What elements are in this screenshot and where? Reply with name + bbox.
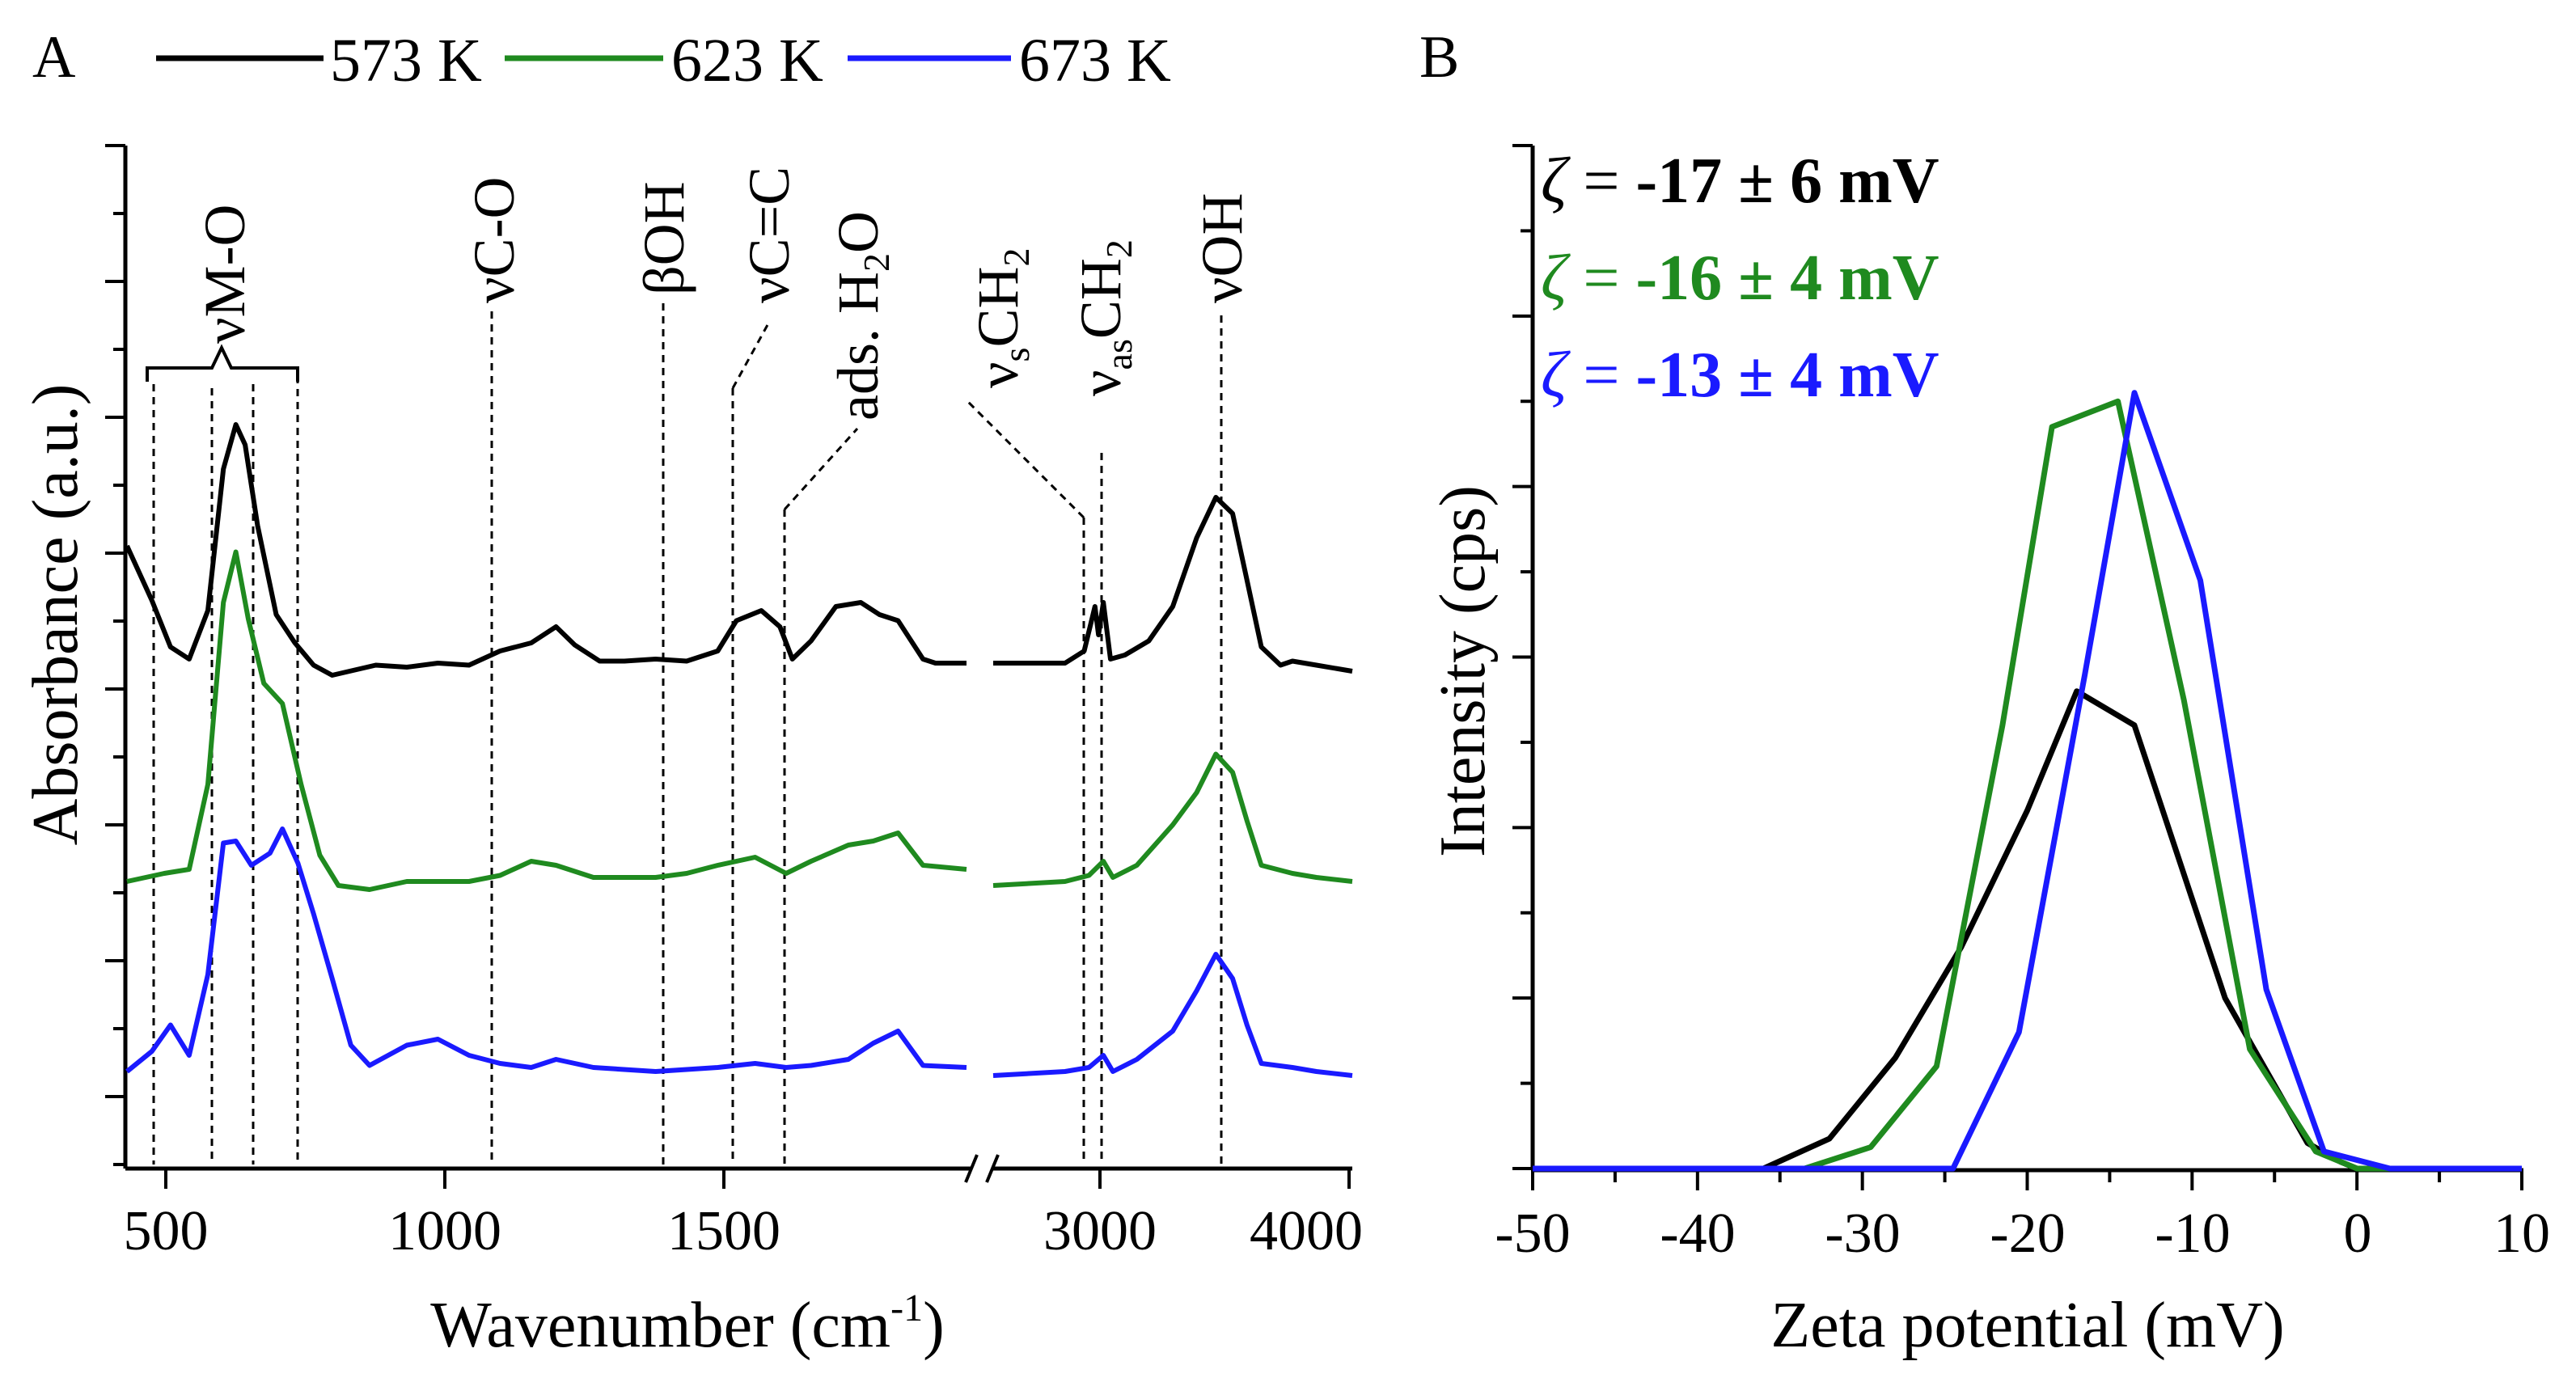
band-label-ads-h2o: ads. H2O xyxy=(826,211,897,421)
spectrum-573-segment-2 xyxy=(993,495,1353,674)
x-axis-title-a-main: Wavenumber (cm xyxy=(430,1290,890,1361)
ticks-b xyxy=(1512,144,2523,1190)
legend-label-573: 573 K xyxy=(330,27,482,95)
zeta-value-673: -13 ± 4 mV xyxy=(1636,340,1939,411)
band-guides-a xyxy=(152,303,1223,1165)
band-label-vs-main: ν xyxy=(966,361,1030,388)
spectrum-623-segment-1 xyxy=(126,549,967,892)
zeta-symbol-573: ζ xyxy=(1541,146,1571,217)
band-label-vs-sub: s xyxy=(996,348,1037,362)
x-tick-label-m30: -30 xyxy=(1825,1203,1900,1265)
zeta-eq-673: = xyxy=(1567,340,1635,411)
band-label-vas-main: ν xyxy=(1068,370,1133,396)
axis-break-a xyxy=(964,1154,1000,1183)
y-ticks-a xyxy=(105,144,125,1166)
vmo-brace xyxy=(146,344,299,382)
band-label-boh: βOH xyxy=(632,181,696,295)
band-label-ads-sub: 2 xyxy=(856,253,897,272)
zeta-eq-623: = xyxy=(1567,243,1635,314)
band-label-vs-sub2: 2 xyxy=(996,248,1037,267)
x-tick-label-0: 0 xyxy=(2344,1203,2372,1265)
legend-label-673: 673 K xyxy=(1019,27,1171,95)
spectrum-673-segment-1 xyxy=(125,826,967,1074)
x-axis-title-a: Wavenumber (cm-1) xyxy=(430,1287,945,1361)
spectra-a xyxy=(125,422,1353,1078)
spectrum-623-segment-2 xyxy=(992,751,1353,888)
band-label-vs-end: CH xyxy=(966,267,1030,348)
zeta-value-573: -17 ± 6 mV xyxy=(1636,146,1939,217)
band-label-vas-ch2: νasCH2 xyxy=(1068,239,1140,396)
spectrum-673-segment-2 xyxy=(992,952,1353,1078)
band-label-ads-end: O xyxy=(826,211,890,253)
zeta-line-673 xyxy=(1533,390,2522,1172)
spectrum-573-segment-1 xyxy=(125,422,967,678)
panel-b-label: B xyxy=(1419,24,1459,91)
band-label-vas-end: CH xyxy=(1068,258,1133,339)
panel-b: B -50 -40 -30 -20 -10 0 10 Zeta potentia… xyxy=(1419,24,2550,1361)
x-tick-label-m20: -20 xyxy=(1990,1203,2065,1265)
x-ticks-a xyxy=(164,1169,1351,1189)
x-tick-label-1000: 1000 xyxy=(388,1200,501,1262)
legend-a: 573 K 623 K 673 K xyxy=(156,27,1171,95)
x-axis-title-b: Zeta potential (mV) xyxy=(1770,1290,2284,1361)
y-axis-title-a: Absorbance (a.u.) xyxy=(20,384,91,846)
x-tick-label-4000: 4000 xyxy=(1250,1200,1363,1262)
band-label-voh: νOH xyxy=(1190,192,1254,303)
panel-a: A 573 K 623 K 673 K xyxy=(20,24,1363,1361)
panel-a-label: A xyxy=(32,24,75,91)
x-axis-title-a-sup: -1 xyxy=(890,1287,923,1329)
x-tick-label-m40: -40 xyxy=(1660,1203,1735,1265)
y-axis-title-b: Intensity (cps) xyxy=(1428,485,1499,857)
band-label-vs-ch2: νsCH2 xyxy=(966,248,1037,389)
zeta-eq-573: = xyxy=(1567,146,1635,217)
x-tick-label-3000: 3000 xyxy=(1043,1200,1157,1262)
band-label-vmo: νM-O xyxy=(192,204,257,344)
x-axis-title-a-close: ) xyxy=(923,1290,945,1361)
band-label-vco: νC-O xyxy=(462,176,527,303)
zeta-symbol-623: ζ xyxy=(1541,243,1571,314)
zeta-line-623 xyxy=(1533,398,2522,1172)
zeta-annotation-573: ζ = -17 ± 6 mV xyxy=(1541,146,1939,217)
zeta-annotation-673: ζ = -13 ± 4 mV xyxy=(1541,340,1939,411)
lines-b xyxy=(1533,390,2522,1172)
band-label-vas-sub2: 2 xyxy=(1098,239,1140,258)
legend-label-623: 623 K xyxy=(671,27,823,95)
band-label-vas-sub: as xyxy=(1098,339,1140,370)
x-tick-label-m10: -10 xyxy=(2155,1203,2230,1265)
x-tick-label-1500: 1500 xyxy=(667,1200,780,1262)
zeta-line-573 xyxy=(1533,688,2522,1172)
band-label-ads-main: ads. H xyxy=(826,272,890,421)
band-label-vcc: νC=C xyxy=(737,167,802,303)
x-tick-label-m50: -50 xyxy=(1495,1203,1570,1265)
x-tick-label-10: 10 xyxy=(2494,1203,2550,1265)
zeta-symbol-673: ζ xyxy=(1541,340,1571,411)
zeta-value-623: -16 ± 4 mV xyxy=(1636,243,1939,314)
zeta-annotation-623: ζ = -16 ± 4 mV xyxy=(1541,243,1939,314)
x-tick-label-500: 500 xyxy=(124,1200,209,1262)
